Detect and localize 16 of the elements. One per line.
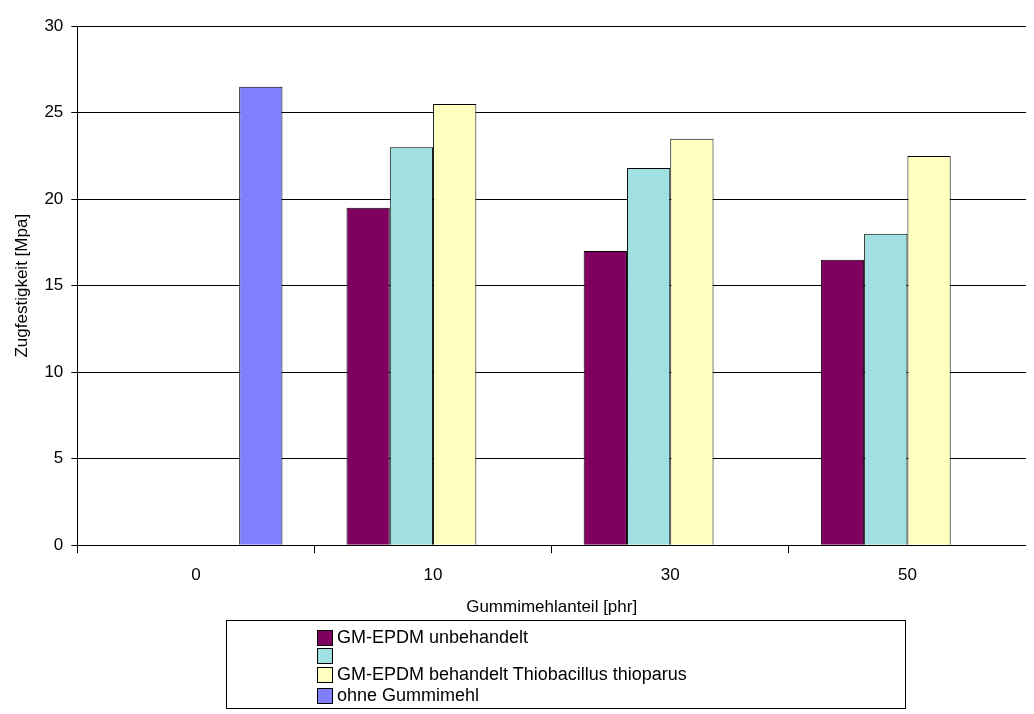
- legend-label: GM-EPDM unbehandelt: [337, 627, 529, 648]
- y-tick-label: 10: [44, 361, 64, 381]
- y-tick-label: 30: [44, 15, 64, 35]
- x-tick-label: 0: [191, 565, 201, 585]
- y-tick-label: 25: [44, 102, 64, 122]
- x-axis-title: Gummimehlanteil [phr]: [466, 597, 638, 617]
- y-tick-label: 20: [44, 188, 64, 208]
- x-tick-label: 50: [897, 565, 917, 585]
- y-tick-label: 15: [44, 275, 64, 295]
- legend-label: ohne Gummimehl: [337, 685, 480, 706]
- x-tick-label: 10: [423, 565, 443, 585]
- legend-label: GM-EPDM behandelt Thiobacillus thioparus: [337, 664, 687, 685]
- y-tick-label: 5: [53, 448, 64, 468]
- x-tick-label: 30: [660, 565, 680, 585]
- y-axis-title: Zugfestigkeit [Mpa]: [11, 213, 31, 358]
- y-tick-label: 0: [53, 534, 64, 554]
